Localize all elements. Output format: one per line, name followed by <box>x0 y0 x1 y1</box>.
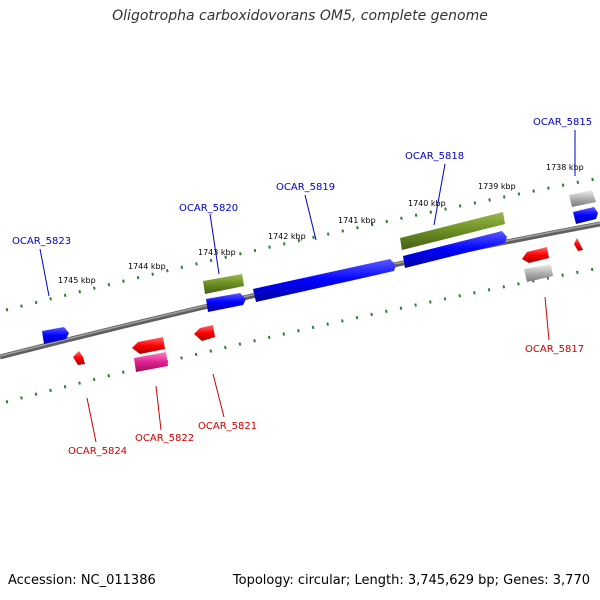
kbp-tick-label: 1745 kbp <box>58 276 96 285</box>
feature-ocar-5818-olive[interactable] <box>400 212 505 250</box>
feature-ocar-5816[interactable] <box>574 238 583 251</box>
feature-ocar-5815-gray[interactable] <box>569 190 596 207</box>
feature-ocar-5820-olive[interactable] <box>203 274 244 294</box>
gene-label-ocar-5824[interactable]: OCAR_5824 <box>68 446 127 457</box>
kbp-tick-label: 1741 kbp <box>338 216 376 225</box>
kbp-tick-label: 1740 kbp <box>408 199 446 208</box>
kbp-tick-label: 1742 kbp <box>268 232 306 241</box>
gene-label-ocar-5822[interactable]: OCAR_5822 <box>135 433 194 444</box>
kbp-tick-label: 1744 kbp <box>128 262 166 271</box>
gene-label-ocar-5817[interactable]: OCAR_5817 <box>525 344 584 355</box>
gene-label-ocar-5823[interactable]: OCAR_5823 <box>12 236 71 247</box>
feature-ocar-5817[interactable] <box>522 247 549 263</box>
feature-ocar-5824[interactable] <box>73 351 85 365</box>
gene-label-ocar-5818[interactable]: OCAR_5818 <box>405 151 464 162</box>
feature-ocar-5822-magenta[interactable] <box>134 352 168 372</box>
topology-text: Topology: circular; Length: 3,745,629 bp… <box>232 573 590 588</box>
feature-ocar-5818[interactable] <box>403 231 507 268</box>
accession-text: Accession: NC_011386 <box>8 573 156 588</box>
feature-ocar-5819[interactable] <box>253 259 396 302</box>
gene-label-ocar-5820[interactable]: OCAR_5820 <box>179 203 238 214</box>
kbp-tick-label: 1739 kbp <box>478 182 516 191</box>
map-title: Oligotropha carboxidovorans OM5, complet… <box>112 8 488 24</box>
kbp-tick-label: 1738 kbp <box>546 163 584 172</box>
feature-ocar-5817-gray[interactable] <box>524 264 553 282</box>
feature-ocar-5821[interactable] <box>194 325 215 341</box>
feature-ocar-5820[interactable] <box>206 293 246 312</box>
feature-ocar-5823[interactable] <box>42 327 69 344</box>
gene-label-ocar-5815[interactable]: OCAR_5815 <box>533 117 592 128</box>
kbp-tick-label: 1743 kbp <box>198 248 236 257</box>
gene-label-ocar-5821[interactable]: OCAR_5821 <box>198 421 257 432</box>
feature-ocar-5815[interactable] <box>573 207 598 224</box>
feature-ocar-5822[interactable] <box>132 337 165 354</box>
gene-label-ocar-5819[interactable]: OCAR_5819 <box>276 182 335 193</box>
